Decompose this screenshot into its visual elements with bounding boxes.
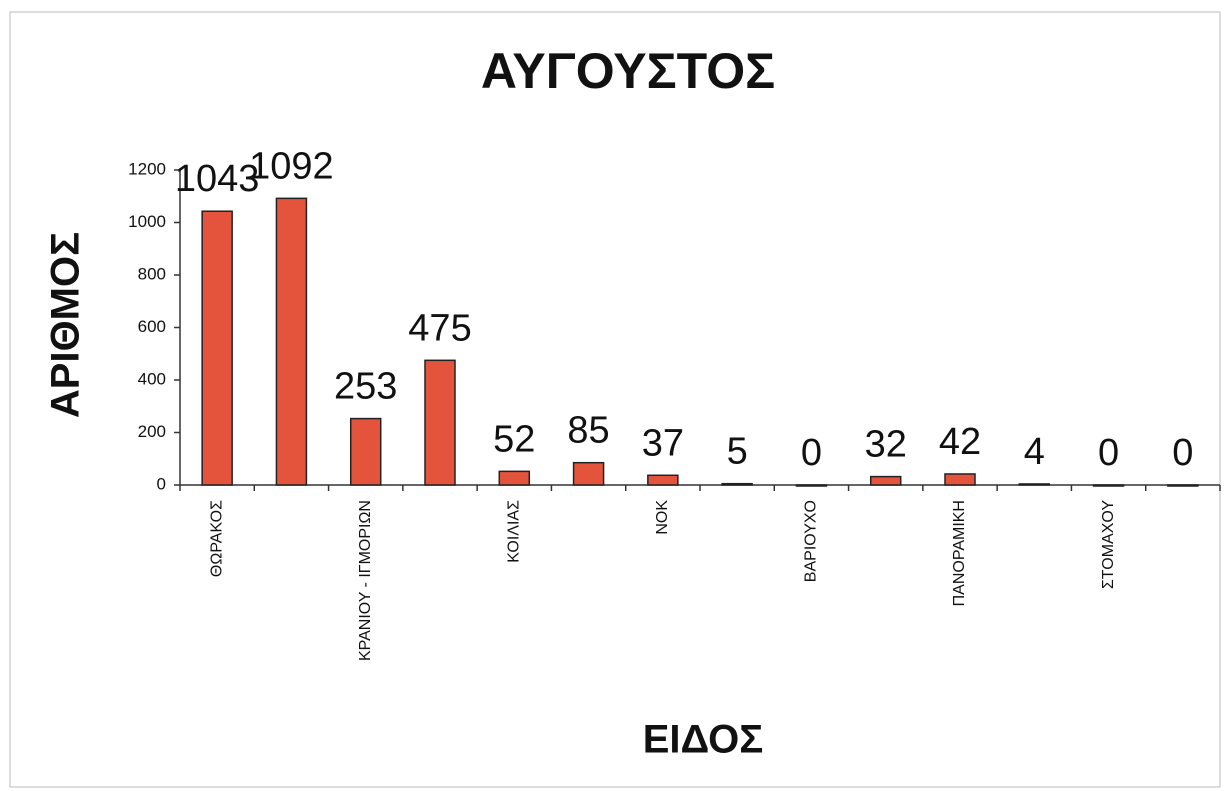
- frame: [9, 11, 1221, 788]
- data-label: 0: [801, 432, 822, 474]
- bar: [498, 470, 531, 486]
- y-tick-label: 1200: [128, 159, 166, 178]
- x-tick-label: ΝΟΚ: [654, 500, 671, 535]
- y-tick-label: 200: [138, 422, 166, 441]
- bar: [201, 210, 233, 486]
- data-label: 5: [727, 431, 748, 473]
- x-tick-label: ΣΤΟΜΑΧΟΥ: [1100, 500, 1117, 589]
- bar: [1167, 484, 1199, 487]
- bar: [721, 482, 753, 486]
- data-label: 85: [567, 410, 609, 452]
- x-tick-label: ΠΑΝΟΡΑΜΙΚΗ: [951, 500, 968, 606]
- data-label: 253: [334, 366, 397, 408]
- bar: [944, 473, 976, 486]
- data-label: 475: [408, 307, 471, 349]
- bar: [647, 474, 679, 486]
- bar: [275, 197, 308, 486]
- y-tick-label: 800: [138, 264, 166, 283]
- x-axis-label: ΕΙΔΟΣ: [643, 718, 764, 762]
- data-label: 1092: [249, 145, 334, 187]
- data-label: 0: [1098, 432, 1119, 474]
- data-label: 0: [1172, 432, 1193, 474]
- bar: [572, 461, 605, 486]
- x-tick-label: ΚΡΑΝΙΟΥ - ΙΓΜΟΡΙΩΝ: [357, 500, 374, 661]
- y-axis-label: ΑΡΙΘΜΟΣ: [44, 232, 88, 418]
- x-tick-label: ΘΩΡΑΚΟΣ: [208, 500, 225, 577]
- bar: [424, 359, 456, 486]
- bar: [349, 417, 382, 486]
- x-tick-label: ΒΑΡΙΟΥΧΟ: [803, 500, 820, 582]
- data-label: 42: [939, 421, 981, 463]
- y-tick-label: 600: [138, 317, 166, 336]
- y-tick-label: 400: [138, 369, 166, 388]
- data-label: 52: [493, 418, 535, 460]
- data-label: 1043: [175, 158, 260, 200]
- data-label: 4: [1024, 431, 1045, 473]
- y-tick-label: 0: [157, 474, 166, 493]
- x-tick-label: ΚΟΙΛΙΑΣ: [506, 500, 523, 563]
- bar: [795, 484, 828, 487]
- bar: [1092, 484, 1125, 487]
- chart-title: ΑΥΓΟΥΣΤΟΣ: [481, 43, 775, 99]
- bar: [869, 475, 902, 486]
- bar: [1018, 483, 1051, 486]
- y-tick-label: 1000: [128, 212, 166, 231]
- data-label: 37: [642, 422, 684, 464]
- data-label: 32: [865, 424, 907, 466]
